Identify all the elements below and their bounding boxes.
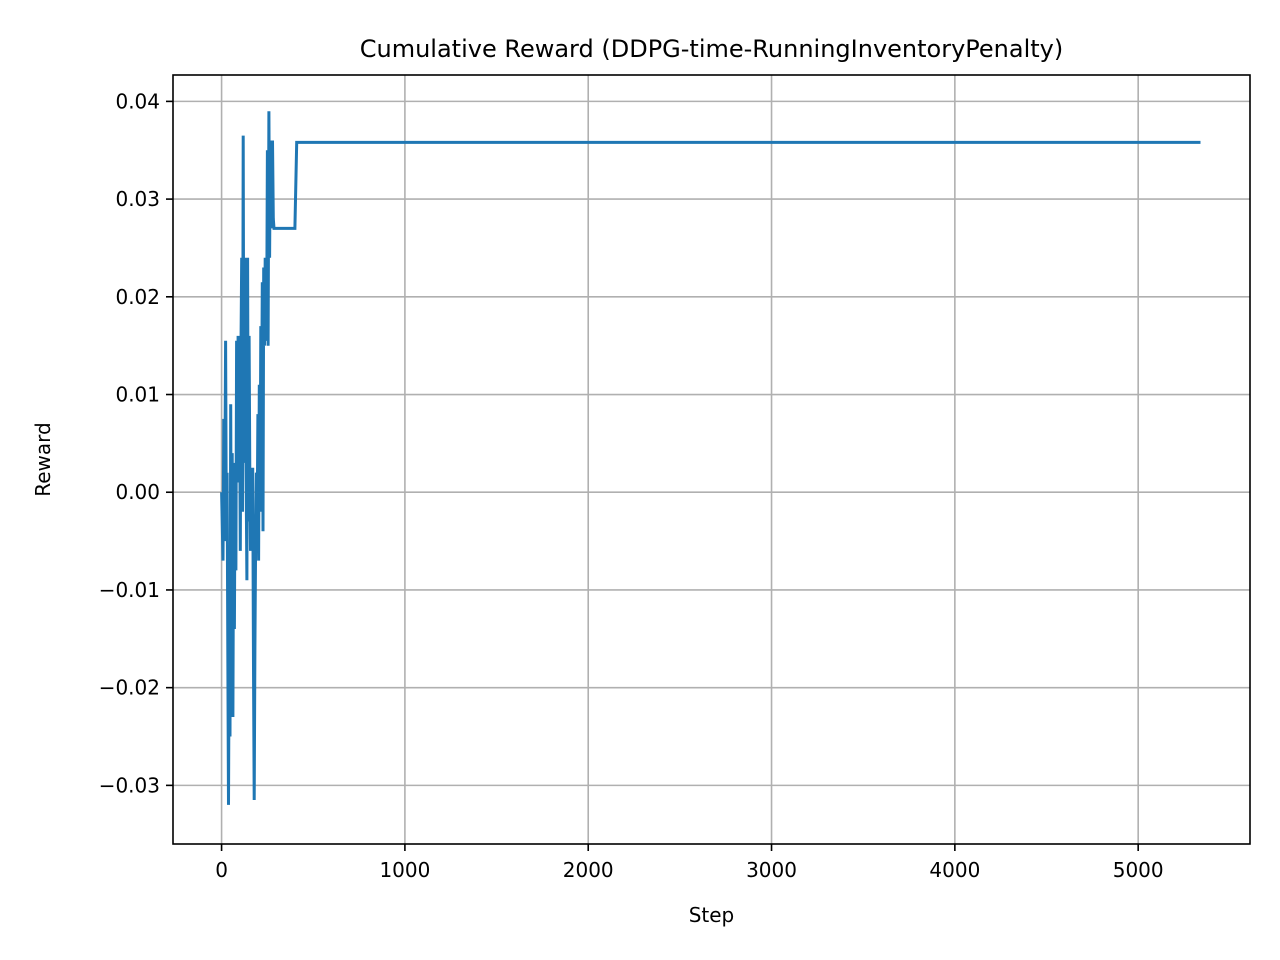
series-line-cumulative-reward	[220, 111, 1201, 805]
y-tick-label: 0.04	[115, 89, 160, 113]
x-axis-label: Step	[689, 903, 735, 927]
x-tick-label: 0	[215, 858, 228, 882]
series-layer	[220, 111, 1201, 805]
x-tick-label: 2000	[563, 858, 614, 882]
y-tick-label: 0.02	[115, 285, 160, 309]
x-tick-label: 4000	[929, 858, 980, 882]
y-tick-label: 0.00	[115, 480, 160, 504]
x-tick-label: 5000	[1113, 858, 1164, 882]
y-tick-label: −0.02	[99, 676, 160, 700]
y-tick-label: −0.01	[99, 578, 160, 602]
y-axis-label: Reward	[31, 422, 55, 496]
x-tick-label: 3000	[746, 858, 797, 882]
y-tick-label: −0.03	[99, 773, 160, 797]
axes-frame	[172, 74, 1251, 845]
chart-title: Cumulative Reward (DDPG-time-RunningInve…	[360, 35, 1063, 63]
grid-layer	[173, 75, 1250, 844]
y-tick-label: 0.01	[115, 383, 160, 407]
x-tick-label: 1000	[379, 858, 430, 882]
tick-layer: 0 1000 2000 3000 4000 5000 −0.03 −0.02 −0.01 0.00…	[99, 89, 1164, 882]
y-tick-label: 0.03	[115, 187, 160, 211]
